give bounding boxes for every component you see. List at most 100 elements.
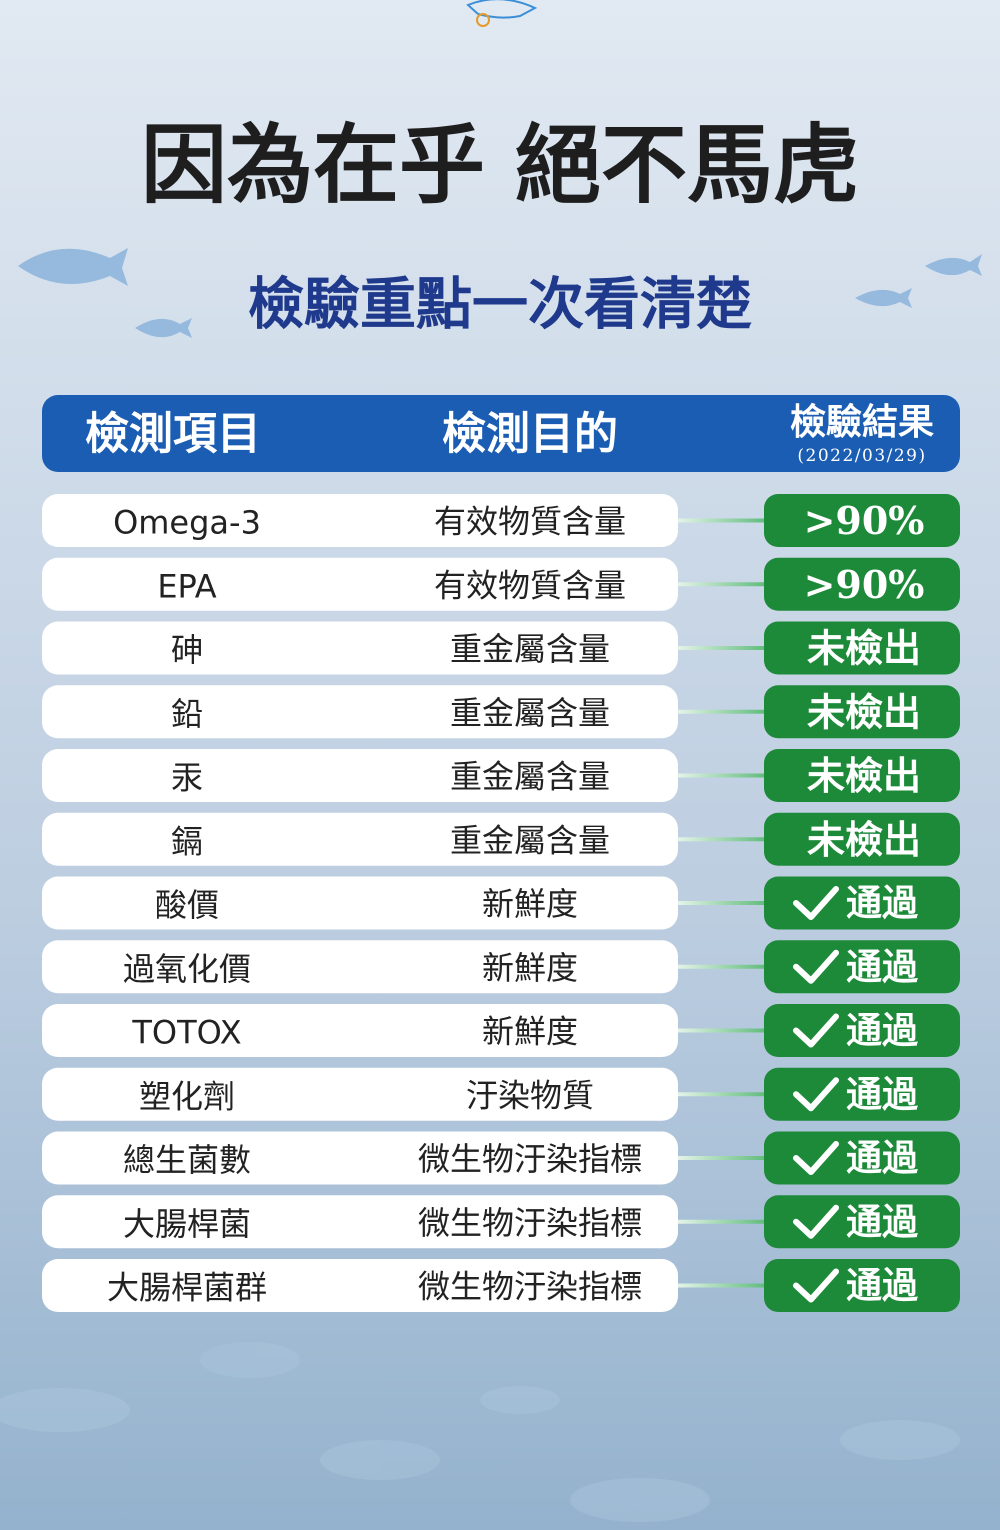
test-item: EPA <box>157 567 216 605</box>
test-purpose: 重金屬含量 <box>450 694 610 732</box>
connector <box>660 646 780 650</box>
row-pill <box>42 940 678 994</box>
result-pill <box>764 685 960 739</box>
row-pill <box>42 1195 678 1249</box>
connector <box>660 1219 780 1224</box>
test-item: 大腸桿菌群 <box>107 1269 267 1307</box>
test-item: 過氧化價 <box>123 950 251 988</box>
test-purpose: 重金屬含量 <box>450 758 610 796</box>
row-pill <box>42 685 678 739</box>
row-pill <box>42 621 678 675</box>
test-item: 砷 <box>171 631 203 669</box>
column-header: 檢驗結果 <box>790 401 934 443</box>
test-purpose: 微生物汙染指標 <box>418 1140 642 1178</box>
table-row: 砷 重金屬含量 未檢出 <box>42 621 960 675</box>
test-result: >90% <box>804 562 925 607</box>
connector <box>660 1156 780 1160</box>
test-result: 通過 <box>846 1010 919 1052</box>
test-item: 汞 <box>171 759 203 797</box>
connector <box>660 837 780 842</box>
test-result: 通過 <box>846 946 919 988</box>
check-icon <box>793 1268 839 1303</box>
result-pill <box>764 812 960 866</box>
check-icon <box>793 1013 839 1048</box>
column-header: 檢測項目 <box>85 409 261 460</box>
connector <box>660 1028 780 1033</box>
test-result: 未檢出 <box>807 626 921 671</box>
table-row: 鎘 重金屬含量 未檢出 <box>42 812 960 866</box>
check-icon <box>793 1077 839 1112</box>
row-pill <box>42 494 678 547</box>
row-pill <box>42 1259 678 1312</box>
connector <box>660 964 780 969</box>
test-result: 通過 <box>846 1265 919 1307</box>
row-pill <box>42 812 678 866</box>
table-row: 大腸桿菌 微生物汙染指標 通過 <box>42 1195 960 1249</box>
check-icon <box>793 1141 839 1175</box>
test-result: 通過 <box>846 882 919 924</box>
test-item: TOTOX <box>131 1014 241 1052</box>
test-result: 通過 <box>846 1201 919 1243</box>
test-purpose: 微生物汙染指標 <box>418 1268 642 1306</box>
row-pill <box>42 749 678 802</box>
row-pill <box>42 557 678 611</box>
column-header: 檢測目的 <box>442 409 618 460</box>
result-pill <box>764 749 960 802</box>
test-purpose: 汙染物質 <box>466 1076 594 1114</box>
test-purpose: 重金屬含量 <box>450 630 610 668</box>
test-item: 塑化劑 <box>139 1077 235 1115</box>
test-item: 總生菌數 <box>123 1141 251 1179</box>
table-header <box>42 395 960 472</box>
test-purpose: 微生物汙染指標 <box>418 1204 642 1242</box>
fish-decor <box>18 248 982 338</box>
result-pill <box>764 557 960 611</box>
check-icon <box>793 886 839 920</box>
row-pill <box>42 876 678 930</box>
test-item: Omega-3 <box>113 504 261 542</box>
check-icon <box>793 949 839 984</box>
table-row: 過氧化價 新鮮度 通過 <box>42 940 960 994</box>
test-result: 未檢出 <box>807 689 921 734</box>
connector <box>660 582 780 587</box>
test-result: 通過 <box>846 1137 919 1179</box>
table-row: 汞 重金屬含量 未檢出 <box>42 749 960 802</box>
test-result: 未檢出 <box>807 753 921 798</box>
test-purpose: 新鮮度 <box>482 949 578 987</box>
table-row: 總生菌數 微生物汙染指標 通過 <box>42 1131 960 1185</box>
test-result: >90% <box>804 498 925 543</box>
connector <box>660 709 780 714</box>
connector <box>660 901 780 905</box>
test-date: (2022/03/29) <box>797 446 926 466</box>
connector <box>660 518 780 523</box>
test-item: 鎘 <box>171 822 203 860</box>
test-purpose: 重金屬含量 <box>450 821 610 859</box>
title: 因為在乎 絕不馬虎 <box>141 115 859 216</box>
table-row: EPA 有效物質含量 >90% <box>42 557 960 611</box>
test-item: 大腸桿菌 <box>123 1205 251 1243</box>
row-pill <box>42 1131 678 1185</box>
test-purpose: 有效物質含量 <box>434 503 626 541</box>
result-pill <box>764 621 960 675</box>
table-body: Omega-3 有效物質含量 >90%EPA 有效物質含量 >90%砷 重金屬含量 未檢出鉛… <box>42 494 960 1312</box>
table-row: 鉛 重金屬含量 未檢出 <box>42 685 960 739</box>
result-pill <box>764 494 960 547</box>
test-purpose: 新鮮度 <box>482 885 578 923</box>
subtitle: 檢驗重點一次看清楚 <box>248 273 752 338</box>
test-purpose: 新鮮度 <box>482 1013 578 1051</box>
test-item: 酸價 <box>155 886 219 924</box>
table-row: Omega-3 有效物質含量 >90% <box>42 494 960 547</box>
row-pill <box>42 1004 678 1057</box>
test-purpose: 有效物質含量 <box>434 566 626 604</box>
connector <box>660 773 780 778</box>
connector <box>660 1283 780 1288</box>
row-pill <box>42 1067 678 1121</box>
test-item: 鉛 <box>171 695 203 733</box>
test-result: 未檢出 <box>807 817 921 862</box>
fish-decor-bottom <box>0 1342 960 1522</box>
logo-drop <box>476 13 490 27</box>
table-row: 塑化劑 汙染物質 通過 <box>42 1067 960 1121</box>
table-row: TOTOX 新鮮度 通過 <box>42 1004 960 1057</box>
check-icon <box>793 1204 839 1239</box>
table-row: 大腸桿菌群 微生物汙染指標 通過 <box>42 1259 960 1312</box>
